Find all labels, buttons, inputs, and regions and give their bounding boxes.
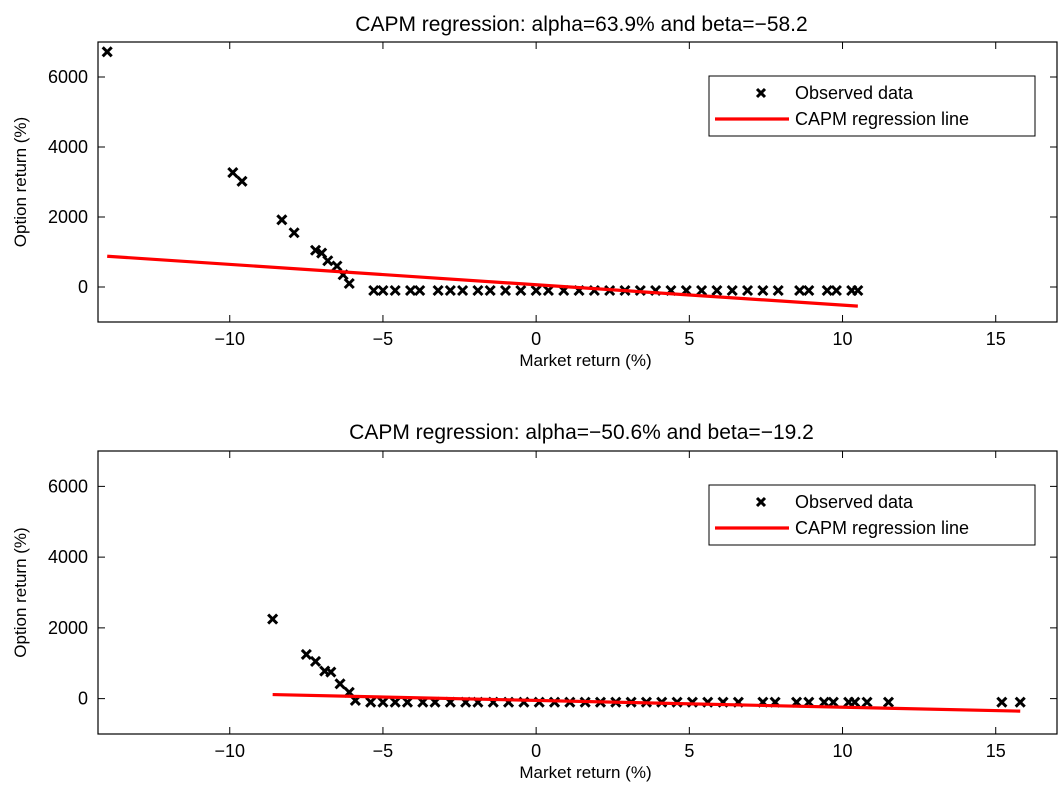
data-point-marker	[368, 284, 380, 297]
data-point-marker	[772, 284, 784, 297]
data-point-marker	[331, 260, 343, 272]
data-point-marker	[542, 284, 554, 297]
legend: Observed data CAPM regression line	[708, 484, 1036, 546]
x-tick-label: 5	[684, 741, 694, 761]
regression-line	[272, 692, 1021, 713]
data-point-marker	[852, 284, 864, 297]
subplot-2: CAPM regression: alpha=−50.6% and beta=−…	[11, 421, 1058, 782]
data-point-marker	[484, 284, 496, 297]
data-point-marker	[322, 255, 334, 267]
data-point-marker	[432, 284, 444, 297]
x-tick-label: 5	[684, 329, 694, 349]
legend-marker-observed	[755, 496, 767, 508]
legend-label-observed: Observed data	[795, 492, 914, 512]
y-tick-label: 4000	[48, 137, 88, 157]
y-tick-label: 4000	[48, 547, 88, 567]
legend-marker-observed	[755, 87, 767, 99]
data-point-marker	[472, 284, 484, 297]
x-tick-label: 0	[531, 329, 541, 349]
legend: Observed data CAPM regression line	[708, 75, 1036, 137]
x-axis-label: Market return (%)	[519, 763, 651, 782]
data-point-marker	[389, 284, 401, 297]
chart-title: CAPM regression: alpha=63.9% and beta=−5…	[355, 13, 807, 36]
data-point-marker	[101, 46, 113, 58]
plot-content	[101, 46, 864, 308]
legend-box	[708, 75, 1036, 137]
data-point-marker	[288, 227, 300, 239]
data-point-marker	[389, 696, 401, 708]
plot-area-frame	[97, 450, 1058, 735]
data-point-marker	[300, 648, 312, 660]
data-point-marker	[309, 655, 322, 668]
data-point-marker	[821, 284, 833, 297]
data-point-marker	[404, 284, 417, 297]
chart-title: CAPM regression: alpha=−50.6% and beta=−…	[349, 421, 814, 444]
data-point-marker	[377, 696, 389, 708]
legend-label-regression: CAPM regression line	[795, 109, 969, 129]
x-tick-label: −5	[373, 329, 394, 349]
y-axis-label: Option return (%)	[11, 117, 30, 247]
y-tick-label: 0	[78, 277, 88, 297]
data-point-marker	[794, 284, 806, 297]
y-tick-label: 2000	[48, 207, 88, 227]
data-point-marker	[457, 284, 469, 297]
plot-content	[267, 613, 1026, 713]
x-tick-label: −5	[373, 741, 394, 761]
data-point-marker	[444, 284, 456, 297]
data-point-marker	[377, 284, 389, 297]
data-point-marker	[365, 696, 377, 708]
data-point-marker	[861, 696, 873, 708]
data-point-marker	[849, 696, 861, 708]
data-point-marker	[757, 284, 769, 297]
data-point-marker	[236, 175, 248, 187]
data-point-marker	[741, 284, 754, 297]
x-axis-label: Market return (%)	[519, 351, 651, 370]
x-tick-label: 15	[986, 329, 1006, 349]
data-point-marker	[530, 284, 542, 297]
y-tick-label: 2000	[48, 618, 88, 638]
data-point-marker	[267, 613, 279, 625]
y-tick-label: 0	[78, 689, 88, 709]
x-tick-label: −10	[214, 741, 245, 761]
data-point-marker	[414, 284, 426, 297]
data-point-marker	[827, 696, 839, 708]
data-point-marker	[276, 214, 288, 226]
subplot-1: CAPM regression: alpha=63.9% and beta=−5…	[11, 13, 1058, 370]
data-point-marker	[515, 284, 527, 297]
data-point-marker	[711, 284, 723, 297]
data-point-marker	[309, 244, 322, 256]
data-point-marker	[726, 284, 738, 297]
x-tick-label: 10	[833, 329, 853, 349]
y-axis-label: Option return (%)	[11, 527, 30, 657]
data-point-marker	[882, 696, 895, 708]
data-point-marker	[325, 666, 337, 678]
legend-label-regression: CAPM regression line	[795, 518, 969, 538]
data-point-marker	[499, 284, 512, 297]
x-tick-label: 10	[833, 741, 853, 761]
x-tick-label: −10	[214, 329, 245, 349]
legend-label-observed: Observed data	[795, 83, 914, 103]
plot-area-frame	[97, 41, 1058, 323]
data-point-marker	[343, 277, 355, 290]
x-tick-label: 0	[531, 741, 541, 761]
data-point-marker	[803, 284, 815, 297]
data-point-marker	[830, 284, 842, 297]
data-point-marker	[1014, 696, 1026, 708]
y-tick-label: 6000	[48, 67, 88, 87]
y-tick-label: 6000	[48, 476, 88, 496]
data-point-marker	[996, 696, 1008, 708]
x-tick-label: 15	[986, 741, 1006, 761]
data-point-marker	[696, 284, 708, 297]
data-point-marker	[227, 166, 239, 179]
regression-line	[107, 254, 858, 308]
legend-box	[708, 484, 1036, 546]
data-point-marker	[334, 678, 346, 690]
